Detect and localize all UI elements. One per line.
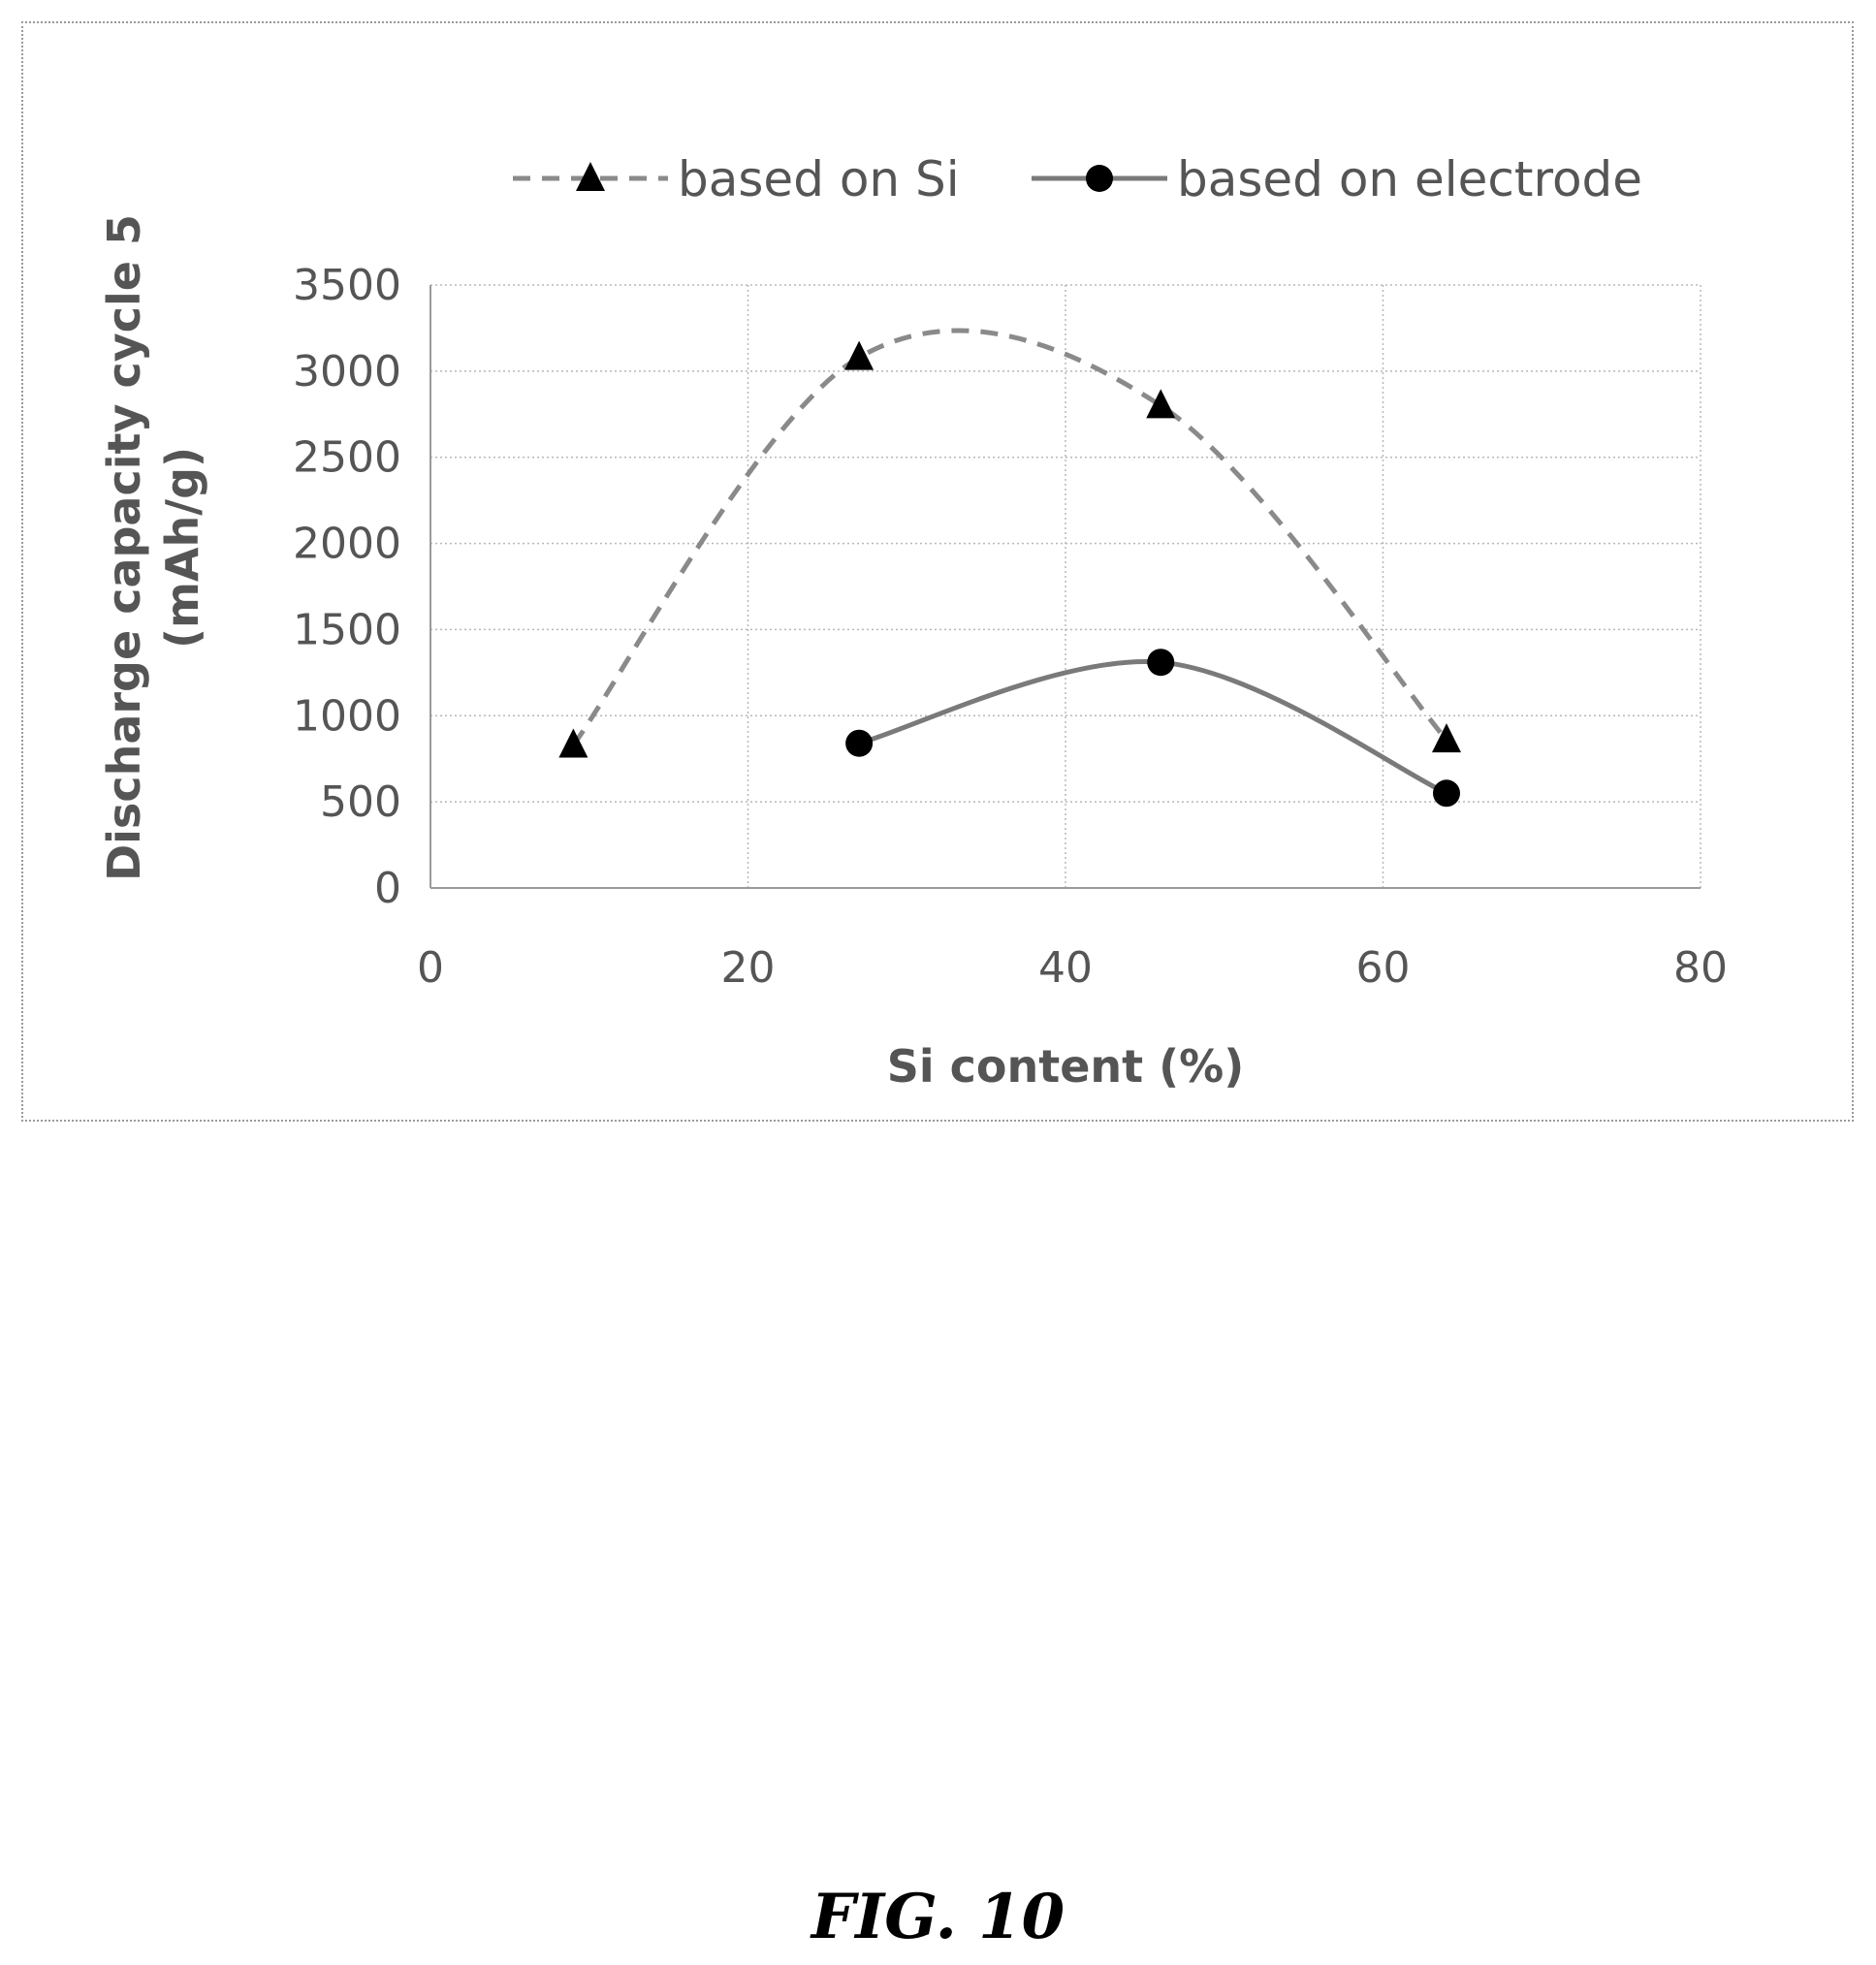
data-point-based-on-si [558, 728, 588, 758]
data-point-based-on-si [1432, 723, 1461, 753]
y-tick-label: 1000 [293, 691, 401, 741]
y-tick-label: 1500 [293, 605, 401, 654]
x-tick-label: 0 [417, 943, 444, 993]
legend-item-based-on-electrode: based on electrode [1032, 151, 1642, 207]
x-tick-label: 80 [1673, 943, 1728, 993]
series-based-on-electrode [845, 649, 1460, 808]
legend-label-based-on-si: based on Si [678, 151, 960, 207]
data-point-based-on-electrode [1147, 649, 1175, 677]
x-tick-label: 20 [721, 943, 776, 993]
y-tick-label: 2500 [293, 433, 401, 483]
y-axis-title-line: Discharge capacity cycle 5 [98, 214, 150, 881]
data-point-based-on-electrode [1433, 779, 1460, 808]
data-point-based-on-si [1146, 389, 1176, 419]
legend-marker-based-on-electrode [1086, 165, 1113, 192]
series-line-based-on-electrode [858, 659, 1448, 796]
x-axis-title: Si content (%) [887, 1040, 1245, 1093]
figure-caption: FIG. 10 [811, 1881, 1065, 1953]
y-tick-label: 3000 [293, 347, 401, 396]
y-tick-label: 2000 [293, 520, 401, 569]
series-based-on-si [558, 328, 1461, 758]
legend: based on Si based on electrode [513, 151, 1642, 207]
y-tick-label: 500 [320, 777, 401, 827]
series-line-based-on-si [571, 328, 1448, 746]
data-point-based-on-electrode [845, 729, 874, 757]
y-axis-title-line: (mAh/g) [156, 447, 208, 649]
x-tick-label: 40 [1038, 943, 1093, 993]
legend-marker-based-on-si [576, 162, 605, 191]
y-tick-label: 3500 [293, 261, 401, 310]
x-tick-label: 60 [1356, 943, 1411, 993]
y-axis-title: Discharge capacity cycle 5 (mAh/g) [98, 214, 208, 881]
chart-frame: 0 500 1000 1500 2000 2500 3000 3500 0 20 40 60 80 ba… [21, 21, 1854, 1122]
legend-item-based-on-si: based on Si [513, 151, 960, 207]
data-point-based-on-si [844, 340, 874, 370]
y-tick-label: 0 [374, 864, 401, 913]
chart-svg: 0 500 1000 1500 2000 2500 3000 3500 0 20 40 60 80 ba… [98, 151, 1728, 1093]
grid-layer [429, 284, 1701, 889]
series-layer [558, 328, 1461, 808]
axis-layer: 0 500 1000 1500 2000 2500 3000 3500 0 20 40 60 80 [293, 261, 1728, 993]
legend-label-based-on-electrode: based on electrode [1177, 151, 1642, 207]
